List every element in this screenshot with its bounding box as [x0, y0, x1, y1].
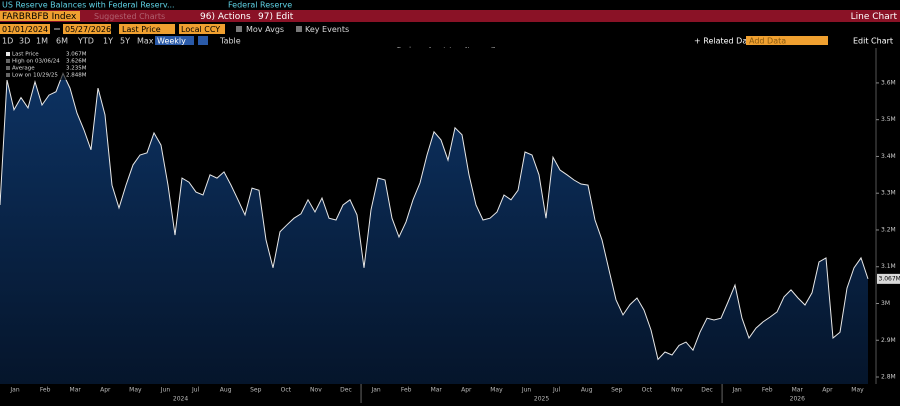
period-button[interactable]: 6M — [56, 37, 68, 46]
suggested-charts[interactable]: Suggested Charts — [94, 12, 165, 21]
end-date[interactable]: 05/27/2026 — [65, 25, 111, 34]
last-price-label: 3.067M — [879, 275, 900, 282]
x-tick-label: Jul — [552, 387, 561, 394]
table-icon[interactable] — [198, 36, 208, 45]
x-tick-label: Jan — [370, 387, 380, 394]
x-tick-label: May — [490, 387, 503, 394]
title-bar — [0, 10, 900, 22]
x-tick-label: Mar — [431, 387, 443, 394]
x-tick-label: Jun — [160, 387, 171, 394]
legend-label: Average — [12, 66, 35, 72]
x-year-label: 2026 — [790, 396, 805, 403]
period-button[interactable]: 3D — [19, 37, 30, 46]
mov-avgs[interactable]: Mov Avgs — [246, 25, 284, 34]
related-data[interactable]: + Related Dat — [694, 37, 750, 46]
x-tick-label: Mar — [70, 387, 82, 394]
legend-label: Last Price — [12, 52, 39, 58]
x-year-label: 2024 — [173, 396, 188, 403]
security-title: US Reserve Balances with Federal Reserv.… — [2, 1, 175, 10]
legend-swatch — [6, 66, 10, 70]
x-tick-label: Dec — [701, 387, 713, 394]
field-box[interactable] — [119, 24, 175, 34]
period-buttons: 1D 3D 1M 6M YTD 1Y 5Y Max — [2, 37, 154, 46]
currency-box[interactable] — [179, 24, 225, 34]
checkbox[interactable] — [236, 26, 242, 32]
security-source: Federal Reserve — [228, 1, 292, 10]
area — [0, 73, 868, 385]
x-tick-label: Sep — [250, 387, 262, 394]
edit-chart[interactable]: Edit Chart — [853, 37, 893, 46]
y-tick-label: 3M — [881, 300, 890, 307]
frequency[interactable]: Weekly — [157, 37, 186, 46]
ticker[interactable]: FARBRBFB Index — [2, 12, 77, 22]
y-tick-label: 3.5M — [881, 116, 896, 123]
last-price-tag — [877, 273, 900, 284]
x-tick-label: Oct — [281, 387, 292, 394]
period-button[interactable]: Max — [137, 37, 154, 46]
x-year-label: 2025 — [534, 396, 549, 403]
legend-label: High on 03/06/24 — [12, 59, 60, 65]
x-tick-label: Feb — [401, 387, 412, 394]
key-events[interactable]: Key Events — [305, 25, 349, 34]
x-tick-label: May — [851, 387, 864, 394]
x-tick-label: Jan — [731, 387, 741, 394]
plot-area: Jan Feb Mar Apr May Jun Jul Aug Sep Oct Nov Dec Jan F… — [0, 48, 900, 403]
period-button[interactable]: 5Y — [120, 37, 130, 46]
actions-menu[interactable]: 96) Actions — [200, 12, 251, 22]
view-name: Line Chart — [851, 12, 898, 22]
x-tick-label: Apr — [822, 387, 833, 394]
end-date-box[interactable] — [63, 24, 111, 34]
y-tick-label: 3.1M — [881, 263, 896, 270]
legend-swatch — [6, 52, 10, 56]
y-tick-label: 2.8M — [881, 374, 896, 381]
ticker-box[interactable] — [0, 11, 80, 21]
period-button[interactable]: 1D — [2, 37, 13, 46]
currency[interactable]: Local CCY — [181, 25, 220, 34]
y-tick-label: 3.6M — [881, 79, 896, 86]
field[interactable]: Last Price — [122, 25, 161, 34]
period-button[interactable]: 1Y — [103, 37, 113, 46]
y-tick-label: 3.4M — [881, 153, 896, 160]
legend-value: 3.626M — [66, 59, 87, 65]
x-tick-label: Jan — [9, 387, 19, 394]
y-tick-label: 2.9M — [881, 337, 896, 344]
start-date[interactable]: 01/01/2024 — [2, 25, 48, 34]
x-tick-label: Feb — [40, 387, 51, 394]
x-tick-label: May — [129, 387, 142, 394]
y-tick-label: 3.2M — [881, 226, 896, 233]
x-tick-label: Jun — [521, 387, 532, 394]
legend-label: Low on 10/29/25 — [12, 73, 58, 79]
x-tick-label: Aug — [220, 387, 232, 394]
x-tick-label: Apr — [461, 387, 472, 394]
legend-swatch — [6, 73, 10, 77]
x-tick-label: Sep — [611, 387, 623, 394]
edit-menu[interactable]: 97) Edit — [258, 12, 294, 22]
period-button[interactable]: 1M — [36, 37, 48, 46]
start-date-box[interactable] — [0, 24, 50, 34]
x-tick-label: Dec — [340, 387, 352, 394]
add-data[interactable]: Add Data — [749, 37, 786, 46]
line — [0, 72, 869, 361]
x-tick-label: Jul — [191, 387, 200, 394]
x-tick-label: Nov — [310, 387, 322, 394]
x-tick-label: Aug — [581, 387, 593, 394]
legend-box — [4, 50, 86, 80]
legend-value: 3.235M — [66, 66, 87, 72]
y-tick-label: 3.3M — [881, 190, 896, 197]
x-tick-label: Apr — [100, 387, 111, 394]
legend-swatch — [6, 59, 10, 63]
frequency-box[interactable] — [155, 36, 194, 45]
checkbox[interactable] — [296, 26, 302, 32]
legend-value: 2.848M — [66, 73, 87, 79]
x-tick-label: Oct — [642, 387, 653, 394]
x-tick-label: Mar — [792, 387, 804, 394]
x-tick-label: Feb — [762, 387, 773, 394]
period-button[interactable]: YTD — [77, 37, 94, 46]
legend-value: 3.067M — [66, 52, 87, 58]
add-data-box[interactable] — [746, 36, 828, 45]
x-tick-label: Nov — [671, 387, 683, 394]
table-button[interactable]: Table — [219, 37, 241, 46]
